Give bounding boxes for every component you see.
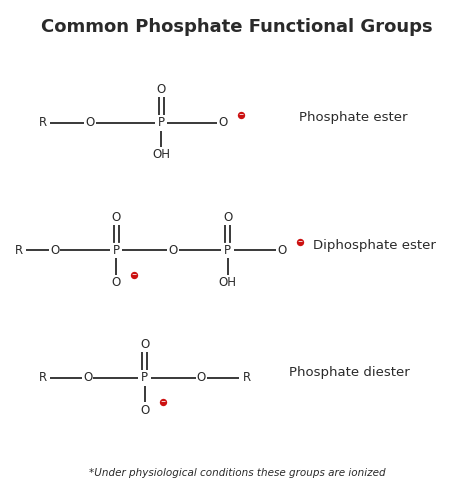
Text: R: R bbox=[38, 371, 47, 384]
Text: O: O bbox=[50, 244, 59, 256]
Text: −: − bbox=[238, 111, 244, 116]
Text: −: − bbox=[297, 238, 303, 244]
Text: O: O bbox=[140, 338, 149, 351]
Text: O: O bbox=[277, 244, 287, 256]
Text: Phosphate ester: Phosphate ester bbox=[299, 111, 407, 124]
Point bbox=[159, 398, 166, 406]
Text: O: O bbox=[156, 84, 166, 96]
Text: OH: OH bbox=[152, 148, 170, 162]
Text: Common Phosphate Functional Groups: Common Phosphate Functional Groups bbox=[41, 18, 433, 36]
Text: R: R bbox=[38, 116, 47, 129]
Text: P: P bbox=[141, 371, 148, 384]
Point bbox=[237, 110, 245, 118]
Text: dreamstime.com: dreamstime.com bbox=[42, 486, 119, 495]
Text: Phosphate diester: Phosphate diester bbox=[289, 366, 410, 379]
Text: O: O bbox=[140, 404, 149, 416]
Text: O: O bbox=[85, 116, 95, 129]
Text: O: O bbox=[83, 371, 92, 384]
Text: O: O bbox=[111, 211, 121, 224]
Text: P: P bbox=[113, 244, 119, 256]
Text: P: P bbox=[158, 116, 164, 129]
Text: R: R bbox=[242, 371, 251, 384]
Point bbox=[296, 238, 304, 246]
Point bbox=[130, 270, 138, 278]
Text: −: − bbox=[131, 271, 137, 276]
Text: O: O bbox=[168, 244, 178, 256]
Text: O: O bbox=[197, 371, 206, 384]
Text: R: R bbox=[15, 244, 23, 256]
Text: O: O bbox=[218, 116, 228, 129]
Text: OH: OH bbox=[219, 276, 237, 289]
Text: O: O bbox=[223, 211, 232, 224]
Text: O: O bbox=[111, 276, 121, 289]
Text: ID 270714913  © Dreamstime.com: ID 270714913 © Dreamstime.com bbox=[312, 486, 447, 495]
Text: *Under physiological conditions these groups are ionized: *Under physiological conditions these gr… bbox=[89, 468, 385, 477]
Text: Diphosphate ester: Diphosphate ester bbox=[313, 238, 436, 252]
Text: P: P bbox=[224, 244, 231, 256]
Text: −: − bbox=[160, 398, 165, 404]
